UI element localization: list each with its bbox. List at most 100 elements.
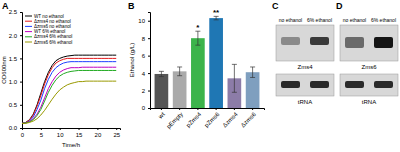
y-axis-tick: 0.0 <box>9 125 22 131</box>
panel-b: BwtpEmptypZms4pZms6Δzms4Δzms60246810Etha… <box>128 1 265 130</box>
x-axis-tick-mark <box>161 108 162 110</box>
y-axis-tick-mark <box>148 108 150 109</box>
annotation: ** <box>213 8 220 17</box>
error-bar-stem <box>197 31 198 45</box>
blot-band <box>281 37 300 45</box>
y-axis-tick-label: 2.5 <box>9 9 18 15</box>
x-axis-tick: pEmpty <box>165 108 184 130</box>
column-label: 6% ethanol <box>307 17 332 23</box>
y-axis-tick-mark <box>20 35 22 36</box>
y-axis-tick-mark <box>20 82 22 83</box>
legend-label: Δzms6 6% ethanol <box>34 40 72 45</box>
x-axis-tick-label: Δzms4 <box>222 111 240 129</box>
x-axis-tick: 25 <box>113 128 120 138</box>
legend-swatch <box>25 36 32 37</box>
x-axis-tick-label: 15 <box>76 132 83 138</box>
error-bar-stem <box>179 67 180 76</box>
blot-panel: Dno ethanol6% ethanolZms6tRNA <box>336 1 398 105</box>
y-axis-title: OD600nm <box>1 56 7 83</box>
error-bar-stem <box>234 64 235 92</box>
blot-band <box>374 37 393 48</box>
y-axis-tick-mark <box>148 21 150 22</box>
bar <box>155 74 169 108</box>
error-bar <box>159 71 164 76</box>
column-label: no ethanol <box>343 17 366 23</box>
error-bar-cap <box>159 71 164 72</box>
y-axis-tick: 1.5 <box>9 56 22 62</box>
blot-band <box>310 37 329 45</box>
y-axis-tick-label: 6 <box>142 53 146 59</box>
y-axis: 0246810 <box>138 13 150 112</box>
column-label: no ethanol <box>279 17 302 23</box>
x-axis-tick-label: pEmpty <box>165 111 184 130</box>
x-axis-tick-label: 25 <box>113 132 120 138</box>
error-bar-cap <box>195 45 200 46</box>
row-label: tRNA <box>298 99 312 105</box>
panel-a: A05101520250.00.51.01.52.02.5Time/hOD600… <box>1 1 121 148</box>
x-axis-tick-mark <box>97 128 98 130</box>
error-bar-cap <box>250 66 255 67</box>
annotation: * <box>196 23 200 32</box>
x-axis-tick: 0 <box>21 128 25 138</box>
legend-swatch <box>25 21 32 22</box>
legend: WT no ethanolΔzms4 no ethanolΔzms6 no et… <box>25 14 72 45</box>
y-axis-tick: 2.0 <box>9 33 22 39</box>
error-bar-cap <box>214 19 219 20</box>
blot-band <box>345 81 364 88</box>
x-axis-line <box>151 109 265 111</box>
x-axis-tick: 10 <box>57 128 64 138</box>
x-axis-tick-label: 10 <box>57 132 64 138</box>
x-axis-tick: wt <box>157 108 166 120</box>
y-axis-tick-label: 0 <box>142 105 146 111</box>
panel-label: C <box>272 1 279 11</box>
y-axis-tick: 2.5 <box>9 9 22 15</box>
line <box>22 55 116 123</box>
error-bar-cap <box>232 64 237 65</box>
line <box>22 62 116 124</box>
y-axis-tick-label: 2 <box>142 88 146 94</box>
blot-band <box>310 81 329 88</box>
x-axis-tick-mark <box>216 108 217 110</box>
bar <box>173 71 187 108</box>
x-axis-title: Time/h <box>62 142 80 148</box>
x-axis-tick-mark <box>179 108 180 110</box>
y-axis-tick-mark <box>148 38 150 39</box>
x-axis: 0510152025 <box>21 128 121 138</box>
y-axis-line <box>20 13 23 129</box>
x-axis-tick: 15 <box>76 128 83 138</box>
x-axis-tick: Δzms4 <box>222 108 240 128</box>
y-axis-tick-label: 1.0 <box>9 79 18 85</box>
legend-swatch <box>25 42 32 43</box>
bar <box>209 18 223 108</box>
x-axis-tick-label: wt <box>157 111 166 120</box>
x-axis-tick-mark <box>79 128 80 130</box>
x-axis-tick: pZms6 <box>203 108 221 128</box>
y-axis-tick-mark <box>148 91 150 92</box>
column-label: 6% ethanol <box>371 17 396 23</box>
error-bar-cap <box>177 66 182 67</box>
legend-swatch <box>25 26 32 27</box>
blot-image <box>276 25 334 61</box>
x-axis-tick-mark <box>60 128 61 130</box>
x-axis-tick-label: pZms6 <box>203 111 221 129</box>
y-axis-tick: 10 <box>138 18 150 24</box>
panel-label: B <box>128 1 135 11</box>
y-axis-tick-label: 1.5 <box>9 56 18 62</box>
y-axis-tick-label: 8 <box>142 36 146 42</box>
blot-image <box>340 25 398 61</box>
y-axis-tick-mark <box>20 58 22 59</box>
blot-band <box>281 81 300 88</box>
y-axis-tick-mark <box>148 56 150 57</box>
y-axis-tick: 6 <box>142 53 150 59</box>
row-label: Zms6 <box>362 64 378 70</box>
x-axis-tick-mark <box>234 108 235 110</box>
x-axis-tick-mark <box>41 128 42 130</box>
line <box>22 81 116 123</box>
row-label: tRNA <box>362 99 376 105</box>
x-axis-tick-label: 0 <box>21 132 25 138</box>
x-axis-tick-mark <box>197 108 198 110</box>
x-axis-line <box>23 129 121 131</box>
y-axis-tick: 0 <box>142 105 150 111</box>
bar <box>191 38 205 108</box>
plot-area <box>22 55 116 123</box>
